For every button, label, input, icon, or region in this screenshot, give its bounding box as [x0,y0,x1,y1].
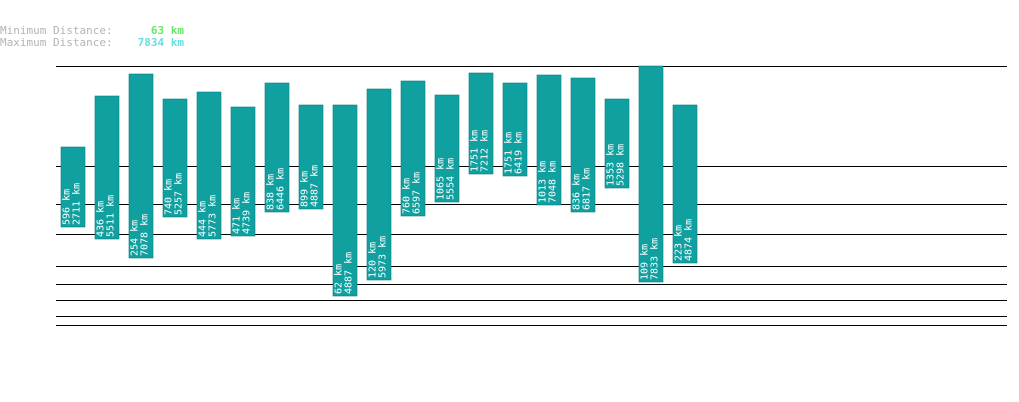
bar-high-label: 5554 km [446,158,457,200]
bar-low-label: 1013 km [538,161,549,203]
bar-high-label: 6597 km [412,172,423,214]
bar [536,74,562,206]
bar [570,77,596,213]
bar-low-label: 120 km [368,242,379,278]
bar-high-label: 7833 km [650,238,661,280]
bar-high-label: 4887 km [310,165,321,207]
bar-high-label: 6817 km [582,168,593,210]
bar-group: 838 km 6446 km [264,82,290,213]
bar-group: 444 km 5773 km [196,91,222,240]
bar-low-label: 444 km [198,201,209,237]
bar-low-label: 836 km [572,174,583,210]
bar-high-label: 2711 km [72,183,83,225]
bar-group: 899 km 4887 km [298,104,324,210]
bar-high-label: 7212 km [480,130,491,172]
bar-high-label: 5257 km [174,173,185,215]
bar-high-label: 4739 km [242,192,253,234]
bar-group: 120 km 5973 km [366,88,392,281]
bar-low-label: 838 km [266,174,277,210]
legend-max-row: Maximum Distance: 7834 km [0,37,184,49]
bar-group: 254 km 7078 km [128,73,154,259]
bar-group: 223 km 4874 km [672,104,698,264]
bar-low-label: 223 km [674,225,685,261]
min-distance-label: Minimum Distance: [0,24,113,37]
bar-group: 836 km 6817 km [570,77,596,213]
bar-group: 109 km 7833 km [638,65,664,283]
bar-high-label: 6419 km [514,132,525,174]
bar-low-label: 254 km [130,220,141,256]
bar-group: 1065 km 5554 km [434,94,460,203]
bar-group: 1013 km 7048 km [536,74,562,206]
bar-group: 471 km 4739 km [230,106,256,237]
bar [60,146,86,228]
bar-low-label: 596 km [62,189,73,225]
legend: Minimum Distance: 63 km Maximum Distance:… [0,25,184,49]
bar-group: 1353 km 5298 km [604,98,630,189]
bar-group: 1751 km 7212 km [468,72,494,175]
bar [162,98,188,218]
bar [638,65,664,283]
max-distance-label: Maximum Distance: [0,36,113,49]
bar-high-label: 6446 km [276,168,287,210]
bar-group: 740 km 5257 km [162,98,188,218]
bar [230,106,256,237]
bar-group: 62 km 4887 km [332,104,358,297]
legend-min-row: Minimum Distance: 63 km [0,25,184,37]
bar-low-label: 62 km [334,264,345,294]
bar-group: 760 km 6597 km [400,80,426,217]
bar [400,80,426,217]
bar-low-label: 760 km [402,178,413,214]
bar-low-label: 471 km [232,198,243,234]
bar [264,82,290,213]
bar [502,82,528,177]
bar-high-label: 7048 km [548,161,559,203]
bar-high-label: 5298 km [616,144,627,186]
bar [434,94,460,203]
bar-low-label: 109 km [640,244,651,280]
bar-low-label: 436 km [96,201,107,237]
bar-low-label: 1353 km [606,144,617,186]
bar-high-label: 5973 km [378,236,389,278]
bar-high-label: 4887 km [344,252,355,294]
bar-high-label: 5773 km [208,195,219,237]
bar-group: 1751 km 6419 km [502,82,528,177]
bar-low-label: 1751 km [470,130,481,172]
bar [298,104,324,210]
bar-low-label: 899 km [300,171,311,207]
bar [332,104,358,297]
bar-group: 596 km 2711 km [60,146,86,228]
bar [196,91,222,240]
min-distance-value: 63 km [150,24,184,37]
bar-high-label: 7078 km [140,214,151,256]
bar-high-label: 5511 km [106,195,117,237]
bar [468,72,494,175]
bar [94,95,120,240]
bar-low-label: 740 km [164,179,175,215]
bar-low-label: 1751 km [504,132,515,174]
bar [128,73,154,259]
bar [604,98,630,189]
bar-group: 436 km 5511 km [94,95,120,240]
max-distance-value: 7834 km [137,36,184,49]
bar [672,104,698,264]
bar [366,88,392,281]
bar-high-label: 4874 km [684,219,695,261]
bar-low-label: 1065 km [436,158,447,200]
